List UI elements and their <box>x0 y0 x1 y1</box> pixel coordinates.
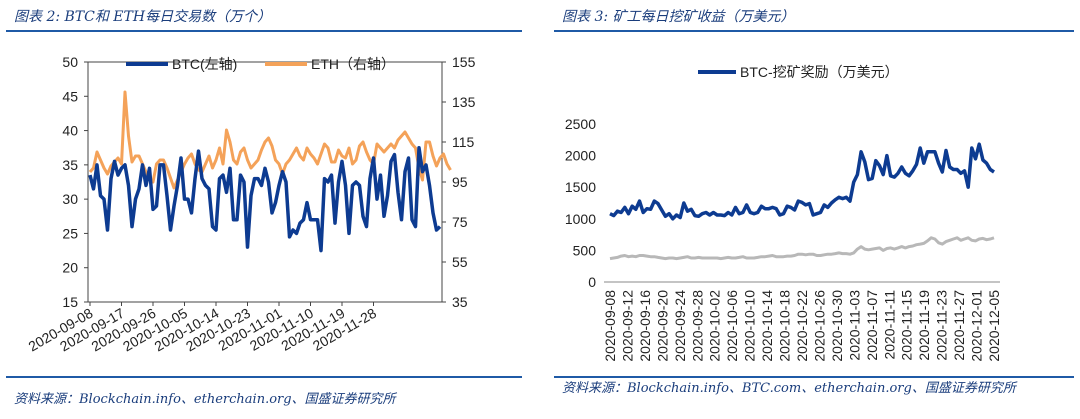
x-tick-label: 2020-09-12 <box>619 290 635 362</box>
y-left-tick-label: 30 <box>62 191 78 207</box>
chart-mining-revenue: 0 500 1000 1500 2000 2500 2020-09-08 2020-09-12… <box>565 64 1002 362</box>
y-left-tick-label: 15 <box>62 294 78 310</box>
y-tick-label: 1000 <box>565 211 596 227</box>
y-right-tick-label: 55 <box>452 254 468 270</box>
x-tick-label: 2020-10-02 <box>707 290 723 362</box>
x-tick-label: 2020-09-08 <box>602 290 618 362</box>
series-line-gray <box>609 236 995 261</box>
y-left-tick-label: 45 <box>62 88 78 104</box>
source-divider <box>6 376 522 378</box>
x-tick-label: 2020-10-22 <box>794 290 810 362</box>
x-tick-label: 2020-11-15 <box>899 290 915 361</box>
x-tick-label: 2020-12-05 <box>986 290 1002 362</box>
y-tick-label: 1500 <box>565 179 596 195</box>
figure-mining-revenue: 图表 3: 矿工每日挖矿收益（万美元） 0 500 1000 1500 2000 2500… <box>548 0 1080 419</box>
x-tick-label: 2020-09-24 <box>672 290 688 362</box>
x-tick-label: 2020-11-23 <box>934 290 950 361</box>
x-tick-label: 2020-10-14 <box>759 290 775 362</box>
y-left-tick-label: 25 <box>62 225 78 241</box>
figure-title: 图表 3: 矿工每日挖矿收益（万美元） <box>562 9 795 25</box>
x-tick-label: 2020-10-10 <box>742 290 758 362</box>
y-left-tick-label: 35 <box>62 157 78 173</box>
x-tick-label: 2020-11-19 <box>916 290 932 361</box>
y-right-tick-label: 115 <box>452 134 475 150</box>
y-tick-label: 500 <box>573 242 597 258</box>
y-left-tick-label: 50 <box>62 54 78 70</box>
x-tick-label: 2020-11-27 <box>951 290 967 361</box>
x-tick-label: 2020-09-20 <box>654 290 670 362</box>
x-tick-label: 2020-10-26 <box>811 290 827 362</box>
series-line-btc-mining <box>609 142 995 221</box>
series-line-btc <box>88 145 442 253</box>
x-tick-label: 2020-10-18 <box>777 290 793 362</box>
y-right-tick-label: 75 <box>452 214 468 230</box>
x-tick-label: 2020-11-03 <box>846 290 862 361</box>
y-left-tick-label: 20 <box>62 260 78 276</box>
x-tick-label: 2020-12-01 <box>969 290 985 362</box>
source-note: 资料来源：Blockchain.info、BTC.com、etherchain.… <box>562 381 1016 396</box>
y-right-tick-label: 35 <box>452 294 468 310</box>
y-right-tick-label: 95 <box>452 174 468 190</box>
y-right-tick-label: 135 <box>452 94 476 110</box>
x-tick-label: 2020-10-06 <box>724 290 740 362</box>
legend-label-btc: BTC(左轴) <box>172 56 237 72</box>
figure-btc-eth-transactions: 图表 2: BTC和 ETH每日交易数（万个） 15 20 25 30 35 40 45 50… <box>0 0 528 419</box>
x-tick-label: 2020-11-07 <box>864 290 880 361</box>
legend-label-eth: ETH（右轴） <box>311 56 395 72</box>
title-divider <box>6 30 522 32</box>
legend-label-btc-mining: BTC-挖矿奖励（万美元） <box>740 64 899 80</box>
figure-title: 图表 2: BTC和 ETH每日交易数（万个） <box>14 9 272 25</box>
y-right-tick-label: 155 <box>452 54 476 70</box>
y-tick-label: 2000 <box>565 148 596 164</box>
y-tick-label: 0 <box>588 274 596 290</box>
y-tick-label: 2500 <box>565 116 596 132</box>
x-tick-label: 2020-09-28 <box>689 290 705 362</box>
chart-btc-eth: 1520253035404550355575951151351552020-09… <box>25 54 476 354</box>
y-left-tick-label: 40 <box>62 123 78 139</box>
x-tick-label: 2020-10-30 <box>829 290 845 362</box>
x-tick-label: 2020-11-11 <box>881 290 897 360</box>
title-divider <box>554 30 1074 32</box>
source-note: 资料来源：Blockchain.info、etherchain.org、国盛证券… <box>14 392 396 407</box>
x-tick-label: 2020-09-16 <box>637 290 653 362</box>
source-divider <box>554 376 1074 378</box>
